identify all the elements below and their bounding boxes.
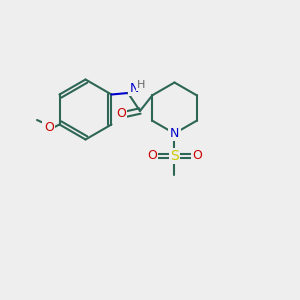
Text: N: N <box>129 82 139 95</box>
Text: O: O <box>116 107 126 121</box>
Text: O: O <box>192 149 202 163</box>
Text: O: O <box>147 149 157 163</box>
Text: S: S <box>170 149 179 163</box>
Text: H: H <box>137 80 146 90</box>
Text: O: O <box>44 121 54 134</box>
Text: N: N <box>170 127 179 140</box>
